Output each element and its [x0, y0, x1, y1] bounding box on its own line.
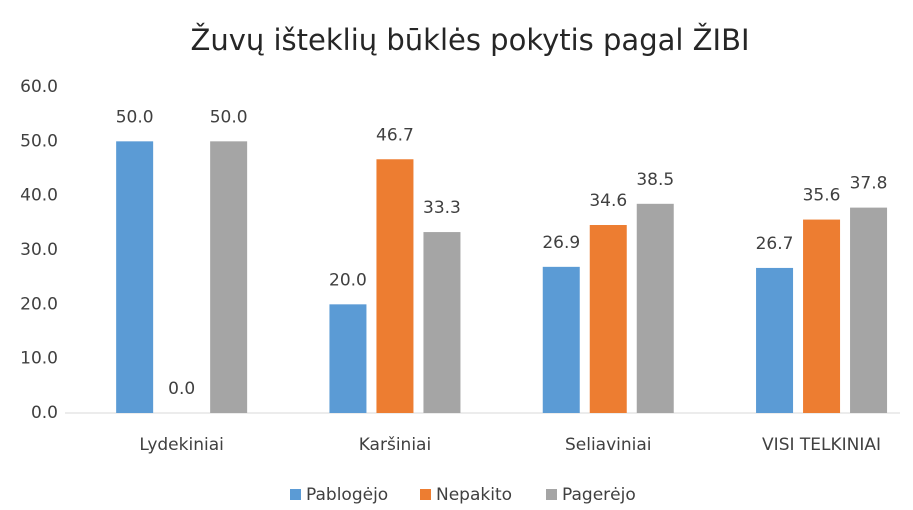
data-label: 50.0	[116, 107, 154, 127]
y-tick-label: 20.0	[20, 294, 58, 314]
bar	[542, 266, 580, 413]
y-tick-label: 0.0	[31, 403, 58, 423]
data-label: 34.6	[589, 191, 627, 211]
y-tick-label: 10.0	[20, 349, 58, 369]
data-label: 33.3	[423, 198, 461, 218]
data-label: 37.8	[850, 174, 888, 194]
bar	[116, 141, 154, 414]
y-tick-label: 50.0	[20, 131, 58, 151]
data-label: 0.0	[168, 379, 195, 399]
bar	[423, 232, 461, 413]
bar	[850, 207, 888, 413]
legend-swatch	[546, 489, 557, 500]
y-tick-label: 30.0	[20, 240, 58, 260]
bar	[589, 225, 627, 413]
data-label: 38.5	[636, 170, 674, 190]
bar	[210, 141, 248, 414]
legend-swatch	[420, 489, 431, 500]
legend-label: Pagerėjo	[562, 485, 636, 505]
data-label: 20.0	[329, 270, 367, 290]
x-tick-label: VISI TELKINIAI	[762, 435, 881, 455]
data-label: 35.6	[803, 186, 841, 206]
x-tick-label: Seliaviniai	[565, 435, 652, 455]
bar	[803, 219, 841, 413]
y-tick-label: 40.0	[20, 186, 58, 206]
bar	[329, 304, 367, 413]
legend-label: Nepakito	[436, 485, 512, 505]
data-label: 26.9	[542, 233, 580, 253]
chart-title: Žuvų išteklių būklės pokytis pagal ŽIBI	[190, 23, 749, 57]
data-label: 46.7	[376, 125, 414, 145]
legend-swatch	[290, 489, 301, 500]
bar	[376, 159, 414, 413]
x-tick-label: Karšiniai	[359, 435, 431, 455]
x-tick-label: Lydekiniai	[139, 435, 223, 455]
y-tick-label: 60.0	[20, 77, 58, 97]
data-label: 50.0	[210, 107, 248, 127]
bar	[636, 203, 674, 413]
legend-label: Pablogėjo	[306, 485, 388, 505]
data-label: 26.7	[756, 234, 794, 254]
bar	[756, 267, 794, 413]
